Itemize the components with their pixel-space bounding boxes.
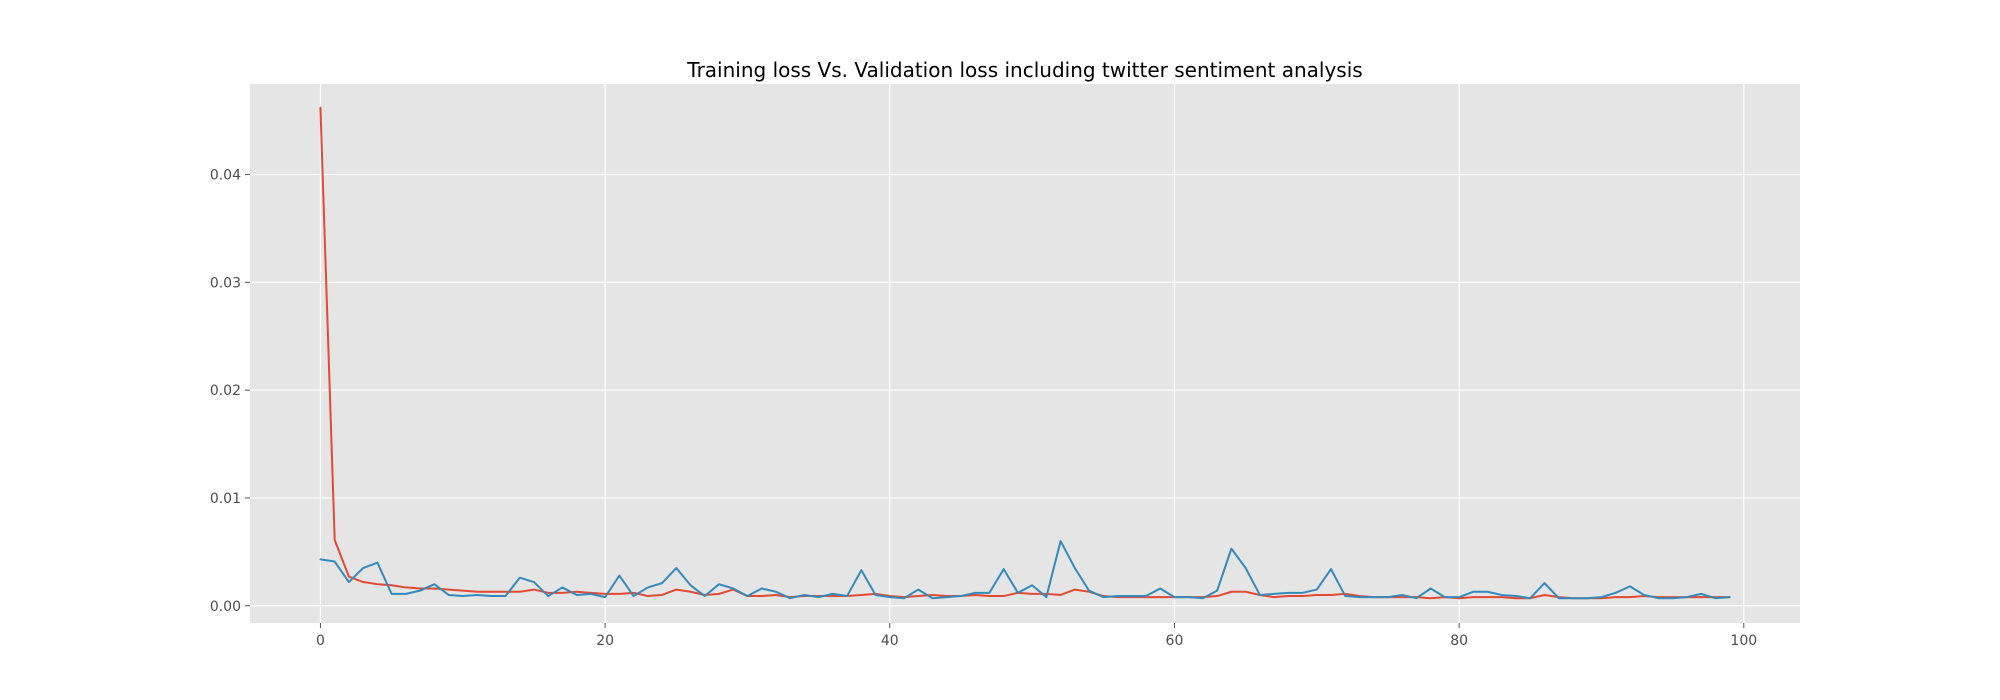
chart-title: Training loss Vs. Validation loss includ…	[686, 58, 1362, 82]
y-tick-label: 0.04	[210, 168, 241, 184]
x-tick-label: 100	[1730, 633, 1757, 649]
y-axis-ticks: 0.00 0.01 0.02 0.03 0.04	[210, 168, 250, 615]
series-layer	[319, 106, 1731, 600]
x-tick-label: 40	[881, 633, 899, 649]
x-tick-label: 80	[1450, 633, 1468, 649]
y-tick-label: 0.00	[210, 599, 241, 615]
validation-loss-line	[319, 540, 1731, 600]
x-axis-ticks: 0 20 40 60 80 100	[316, 623, 1757, 649]
x-tick-label: 60	[1166, 633, 1184, 649]
x-tick-label: 20	[596, 633, 614, 649]
x-tick-label: 0	[316, 633, 325, 649]
plot-background	[250, 84, 1800, 623]
y-tick-label: 0.03	[210, 275, 241, 291]
y-tick-label: 0.01	[210, 491, 241, 507]
y-tick-label: 0.02	[210, 383, 241, 399]
grid	[250, 84, 1800, 623]
